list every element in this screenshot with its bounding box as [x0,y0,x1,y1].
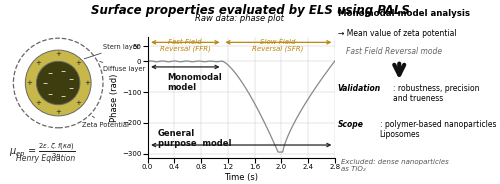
Text: General
purpose  model: General purpose model [158,129,231,148]
Text: +: + [84,80,90,86]
Circle shape [26,50,91,116]
Text: Surface properties evaluated by ELS using PALS: Surface properties evaluated by ELS usin… [90,4,409,17]
Text: −: − [47,70,52,75]
Text: −: − [60,93,66,98]
Y-axis label: Phase (rad): Phase (rad) [110,73,119,122]
Text: : polymer-based nanoparticles
Liposomes: : polymer-based nanoparticles Liposomes [380,120,496,139]
Text: Stern layer: Stern layer [84,44,140,59]
Text: Raw data: phase plot: Raw data: phase plot [194,14,284,23]
Text: Slow Field
Reversal (SFR): Slow Field Reversal (SFR) [252,39,304,52]
Text: → Mean value of zeta potential: → Mean value of zeta potential [338,29,456,38]
Text: +: + [26,80,32,86]
Text: Scope: Scope [338,120,363,129]
Text: +: + [76,60,82,66]
Text: +: + [35,100,41,106]
Text: +: + [35,60,41,66]
Text: Henry Equation: Henry Equation [16,154,76,163]
Text: −: − [68,85,73,90]
Text: Fast Field
Reversal (FFR): Fast Field Reversal (FFR) [160,39,210,52]
Text: +: + [76,100,82,106]
Text: Diffuse layer: Diffuse layer [100,61,145,72]
Text: Zeta Potential: Zeta Potential [82,116,129,128]
Text: +: + [56,109,61,115]
Text: Excluded: dense nanoparticles
as TiO₂: Excluded: dense nanoparticles as TiO₂ [341,159,448,172]
Text: +: + [56,51,61,57]
Text: $\mu_{ep}$ = $\frac{2\varepsilon.\zeta.f(\kappa a)}{3\eta}$: $\mu_{ep}$ = $\frac{2\varepsilon.\zeta.f… [9,142,76,162]
Text: Monomodal
model: Monomodal model [168,73,222,93]
Text: Fast Field Reversal mode: Fast Field Reversal mode [346,47,442,56]
Text: Monomodal model analysis: Monomodal model analysis [338,9,469,18]
Text: Validation: Validation [338,84,380,93]
Text: −: − [68,76,73,81]
Text: : robustness, precision
and trueness: : robustness, precision and trueness [393,84,479,103]
X-axis label: Time (s): Time (s) [224,173,258,182]
Text: −: − [60,68,66,73]
Text: −: − [47,91,52,96]
Circle shape [36,61,80,105]
Text: −: − [42,81,48,86]
